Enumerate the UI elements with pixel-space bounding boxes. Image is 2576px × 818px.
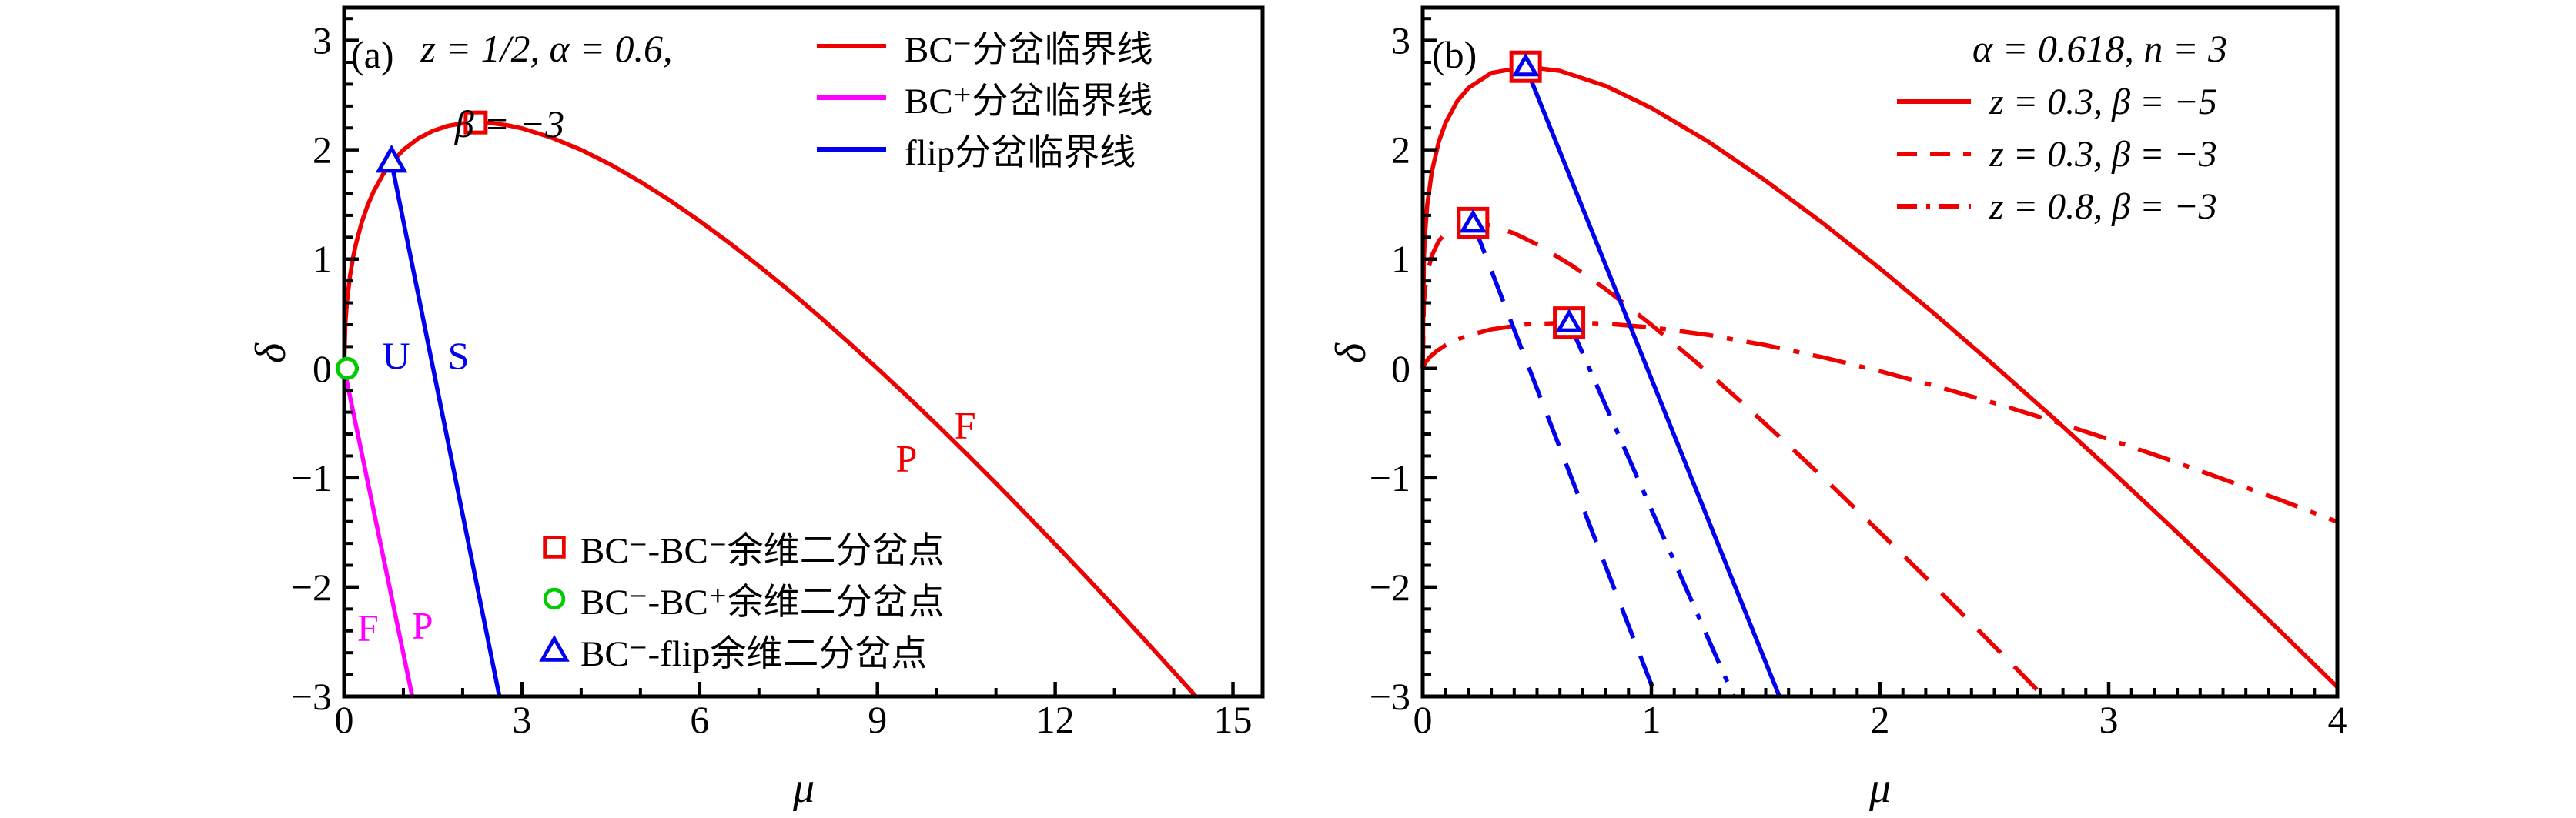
panel-a-tag: (a) [351,33,394,76]
panel-a-annotation-S: S [448,334,470,377]
panel-a-y-tick-label: −1 [291,456,332,499]
legend-row: BC⁻-BC⁻余维二分岔点 [536,521,945,573]
legend-label-z03-b5: z = 0.3, β = −5 [1989,81,2217,122]
legend-label-bc-plus: BC⁺分岔临界线 [905,82,1153,122]
panel-b-marker-1-triangle [1459,209,1487,233]
panel-a-x-tick-label: 0 [335,698,354,741]
panel-a-x-tick-label: 15 [1214,698,1253,741]
panel-a-title-line2: β = −3 [454,102,565,145]
panel-a-x-tick-label: 9 [868,698,887,741]
legend-line-sample-icon [817,95,886,100]
legend-label-bc-minus: BC⁻分岔临界线 [905,30,1153,70]
panel-b-series-5-curve [1567,321,1736,698]
panel-b-x-tick-label: 4 [2328,698,2347,741]
panel-b-xaxis-label: μ [1868,764,1892,812]
legend-label-z03-b3: z = 0.3, β = −3 [1989,133,2217,175]
panel-b-tag: (b) [1432,33,1477,76]
panel-b-y-tick-label: 3 [1391,19,1410,62]
panel-b-x-tick-label: 0 [1413,698,1433,741]
legend-row: z = 0.3, β = −5 [1895,75,2217,128]
panel-b-y-tick-label: 0 [1391,347,1410,390]
legend-row: BC⁻-BC⁺余维二分岔点 [536,573,945,624]
panel-b-series-4-curve [1470,222,1658,697]
panel-a-y-tick-label: −3 [291,675,332,718]
panel-b-line-legend: z = 0.3, β = −5 z = 0.3, β = −3 z = 0.8,… [1895,75,2217,232]
panel-b-series-2-curve [1420,320,2338,524]
legend-row: BC⁺分岔临界线 [815,72,1153,123]
panel-b-y-tick-label: −3 [1370,675,1410,718]
panel-a-marker-1 [335,356,359,380]
panel-b-x-tick-label: 2 [1871,698,1890,741]
panel-b-y-tick-label: 2 [1391,129,1410,172]
panel-b-x-tick-label: 1 [1642,698,1661,741]
panel-a-xaxis-label: μ [792,764,815,812]
panel-a-y-tick-label: −2 [291,566,332,609]
square-marker-icon [543,535,566,559]
triangle-marker-icon [539,634,570,662]
panel-a-marker-legend: BC⁻-BC⁻余维二分岔点 BC⁻-BC⁺余维二分岔点 BC⁻-flip余维二分… [536,521,945,676]
panel-a-annotation-P: P [896,436,918,479]
panel-a-yaxis-label: δ [247,342,295,364]
panel-a-x-tick-label: 6 [690,698,709,741]
panel-b-series-0-curve [1420,64,2339,689]
panel-b-marker-2-triangle [1555,309,1583,332]
legend-line-sample-icon [1897,204,1971,209]
panel-a-y-tick-label: 0 [313,347,332,390]
panel-a-marker-2 [375,144,408,173]
panel-a-y-tick-label: 3 [313,19,332,62]
legend-row: BC⁻-flip余维二分岔点 [536,624,945,676]
panel-a-series-1-curve [342,368,415,697]
panel-a-x-tick-label: 12 [1036,698,1075,741]
legend-glyph-circle [543,587,566,609]
panel-a-title-line1: z = 1/2, α = 0.6, [420,27,673,70]
legend-line-sample-icon [817,43,886,48]
panel-b-x-tick-label: 3 [2099,698,2119,741]
panel-a-line-legend: BC⁻分岔临界线 BC⁺分岔临界线 flip分岔临界线 [815,20,1153,175]
legend-row: z = 0.8, β = −3 [1895,180,2217,232]
panel-a-y-tick-label: 2 [313,129,332,172]
panel-a-plot-box [342,5,1265,699]
panel-a-x-tick-label: 3 [512,698,531,741]
panel-b-marker-0-triangle [1511,52,1540,77]
legend-row: flip分岔临界线 [815,123,1153,175]
panel-a-y-tick-label: 1 [313,238,332,281]
panel-b-y-tick-label: 1 [1391,238,1410,281]
legend-row: z = 0.3, β = −3 [1895,128,2217,180]
panel-a-series-2-curve [389,162,502,697]
legend-label-z08-b3: z = 0.8, β = −3 [1989,185,2217,227]
legend-label-codim2-bcbc-minus: BC⁻-BC⁻余维二分岔点 [580,531,945,571]
legend-label-codim2-bcflip: BC⁻-flip余维二分岔点 [580,634,928,674]
panel-a-marker-0 [463,110,488,135]
panel-a-annotation-F: F [357,606,379,649]
legend-glyph-triangle [539,634,570,662]
panel-b-title: α = 0.618, n = 3 [1972,27,2228,70]
panel-b-series-1-curve [1420,221,2044,697]
panel-b-y-tick-label: −1 [1370,456,1410,499]
panel-b-series-3-curve [1524,65,1781,698]
legend-line-sample-icon [1897,152,1971,156]
legend-row: BC⁻分岔临界线 [815,20,1153,72]
circle-marker-icon [543,587,566,609]
panel-b-y-tick-label: −2 [1370,566,1410,609]
panel-b-yaxis-label: δ [1327,342,1375,364]
legend-label-codim2-bcbc-plus: BC⁻-BC⁺余维二分岔点 [580,583,945,623]
legend-line-sample-icon [817,146,886,152]
legend-glyph-square [543,535,566,559]
panel-a-series-0-curve [342,120,1198,698]
legend-label-flip: flip分岔临界线 [905,133,1136,173]
panel-a-annotation-P: P [412,604,433,647]
legend-line-sample-icon [1897,99,1971,104]
panel-a-annotation-U: U [383,334,410,377]
panel-a-annotation-F: F [955,404,976,447]
